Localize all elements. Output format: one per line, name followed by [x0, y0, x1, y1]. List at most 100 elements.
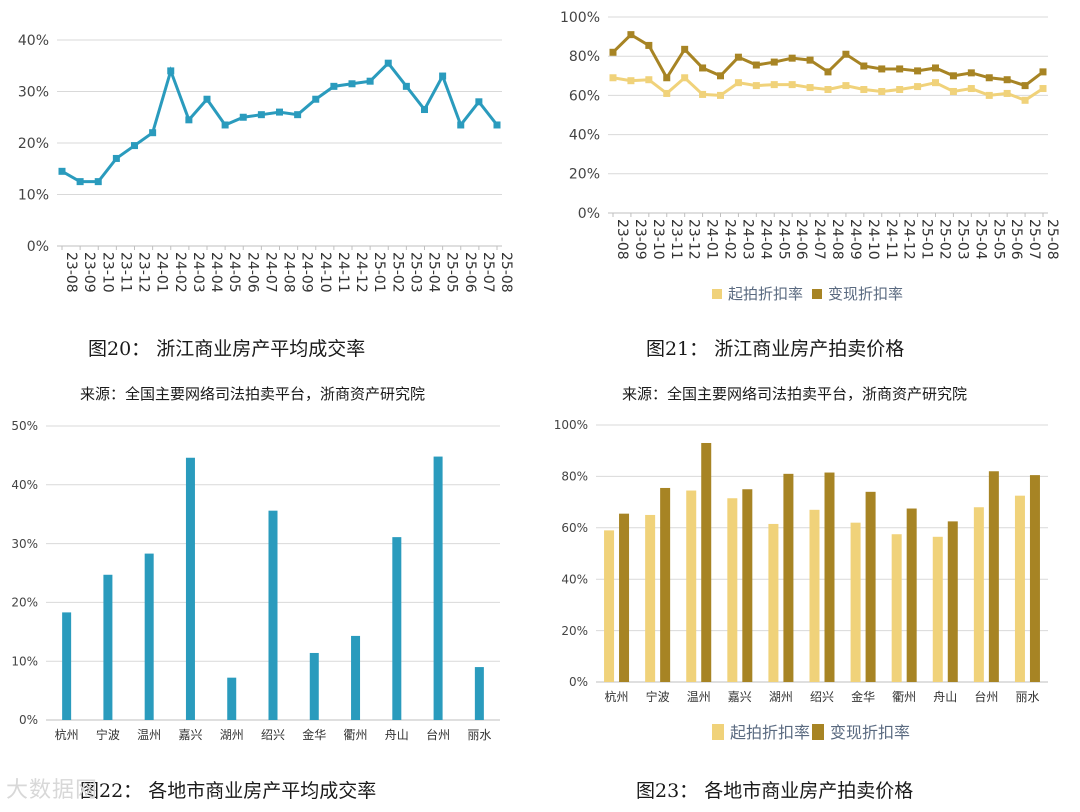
y-tick-label: 40%: [569, 128, 600, 144]
bar-series-0: [604, 530, 615, 682]
data-point: [788, 81, 796, 89]
y-tick-label: 20%: [561, 624, 588, 638]
x-tick-label: 24-05: [775, 219, 791, 260]
legend-swatch: [812, 289, 822, 299]
x-tick-label: 24-04: [208, 252, 224, 293]
data-point: [788, 54, 796, 62]
bar-series-1: [824, 472, 835, 682]
x-tick-label: 丽水: [467, 728, 491, 742]
x-tick-label: 24-08: [829, 219, 845, 260]
x-tick-label: 绍兴: [810, 690, 834, 704]
x-tick-label: 23-08: [63, 252, 79, 293]
chart-fig20-svg: 0%10%20%30%40%23-08 23-09 23-10 23-11 23-12 2…: [18, 33, 514, 293]
data-point: [663, 89, 671, 97]
bar-series-1: [865, 491, 876, 682]
data-point: [348, 80, 356, 88]
chart-fig22: 0% 10% 20% 30% 40% 50% 杭州 宁波 温州 嘉兴 湖州 绍兴 金华 衢州 舟山 台州 丽水: [0, 410, 540, 760]
y-tick-label: 0%: [569, 675, 588, 689]
x-tick-label: 24-01: [154, 252, 170, 293]
bar-series-1: [783, 473, 794, 682]
x-tick-label: 25-02: [937, 219, 953, 260]
data-point: [914, 83, 922, 91]
x-tick-label: 25-03: [407, 252, 423, 293]
data-point: [932, 64, 939, 72]
bar-series-0: [932, 536, 943, 682]
bar-series-1: [742, 489, 753, 682]
x-tick-label: 24-06: [244, 252, 260, 293]
x-tick-label: 24-10: [317, 252, 333, 293]
x-tick-label: 25-04: [426, 252, 442, 293]
x-tick-label: 金华: [851, 689, 875, 704]
data-point: [421, 106, 428, 114]
data-point: [439, 72, 447, 80]
data-point: [770, 81, 778, 89]
y-tick-label: 100%: [554, 418, 588, 432]
y-tick-label: 40%: [561, 572, 588, 586]
x-tick-label: 23-11: [668, 219, 684, 260]
data-point: [627, 31, 635, 39]
data-point: [824, 86, 832, 94]
x-tick-label: 23-10: [650, 219, 666, 260]
data-point: [609, 74, 617, 82]
data-point: [1003, 89, 1011, 97]
data-point: [717, 91, 724, 99]
x-tick-label: 23-08: [614, 219, 630, 260]
bar-series-1: [619, 513, 630, 682]
legend-swatch: [712, 289, 722, 299]
x-tick-label: 台州: [974, 689, 998, 704]
y-tick-label: 20%: [18, 136, 49, 152]
series-line-1: [611, 32, 1044, 88]
y-tick-label: 50%: [11, 419, 38, 433]
x-tick-label: 宁波: [646, 689, 670, 704]
x-tick-label: 24-07: [811, 219, 827, 260]
data-point: [752, 82, 760, 90]
y-tick-label: 30%: [18, 84, 49, 100]
x-tick-label: 25-04: [972, 219, 988, 260]
x-tick-label: 25-05: [444, 252, 460, 293]
x-tick-label: 舟山: [933, 690, 957, 704]
data-point: [294, 111, 302, 119]
bar-series-0: [768, 523, 779, 682]
x-tick-label: 24-01: [704, 219, 720, 260]
data-point: [878, 87, 886, 95]
bar-series-0: [686, 490, 697, 682]
y-tick-label: 100%: [560, 10, 600, 26]
x-tick-label: 24-04: [757, 219, 773, 260]
data-point: [914, 67, 922, 75]
data-point: [645, 76, 653, 84]
x-tick-label: 24-07: [262, 252, 278, 293]
chart-fig21-svg: 0% 20% 40% 60% 80% 100% 23-08 23-09 23-10 23-11 23…: [560, 10, 1060, 303]
bar-series-0: [891, 534, 902, 682]
x-tick-label: 舟山: [385, 728, 409, 742]
x-tick-label: 24-11: [335, 252, 351, 293]
data-point: [878, 65, 886, 73]
x-tick-label: 衢州: [344, 728, 368, 742]
bar-series-0: [351, 635, 361, 720]
data-point: [257, 111, 265, 119]
x-tick-label: 25-03: [954, 219, 970, 260]
data-point: [330, 82, 338, 90]
x-tick-label: 衢州: [892, 690, 916, 704]
caption-fig23: 图23： 各地市商业房产拍卖价格: [636, 780, 914, 802]
bar-series-0: [268, 510, 278, 720]
legend-label: 起拍折扣率: [728, 285, 803, 303]
bar-series-0: [103, 574, 113, 720]
data-point: [645, 41, 653, 49]
data-point: [221, 121, 229, 129]
data-point: [402, 82, 410, 90]
data-point: [149, 129, 157, 137]
x-tick-label: 温州: [687, 690, 711, 704]
bar-series-1: [947, 521, 958, 682]
data-point: [475, 98, 483, 106]
bar-series-0: [973, 507, 984, 682]
data-point: [806, 56, 814, 64]
y-tick-label: 0%: [578, 206, 600, 222]
data-point: [167, 67, 175, 75]
bar-series-0: [309, 652, 319, 720]
data-point: [699, 64, 707, 72]
y-tick-label: 0%: [27, 239, 49, 255]
caption-fig21: 图21： 浙江商业房产拍卖价格: [646, 338, 905, 360]
x-tick-label: 24-05: [226, 252, 242, 293]
y-tick-label: 10%: [18, 187, 49, 203]
data-point: [663, 74, 671, 82]
